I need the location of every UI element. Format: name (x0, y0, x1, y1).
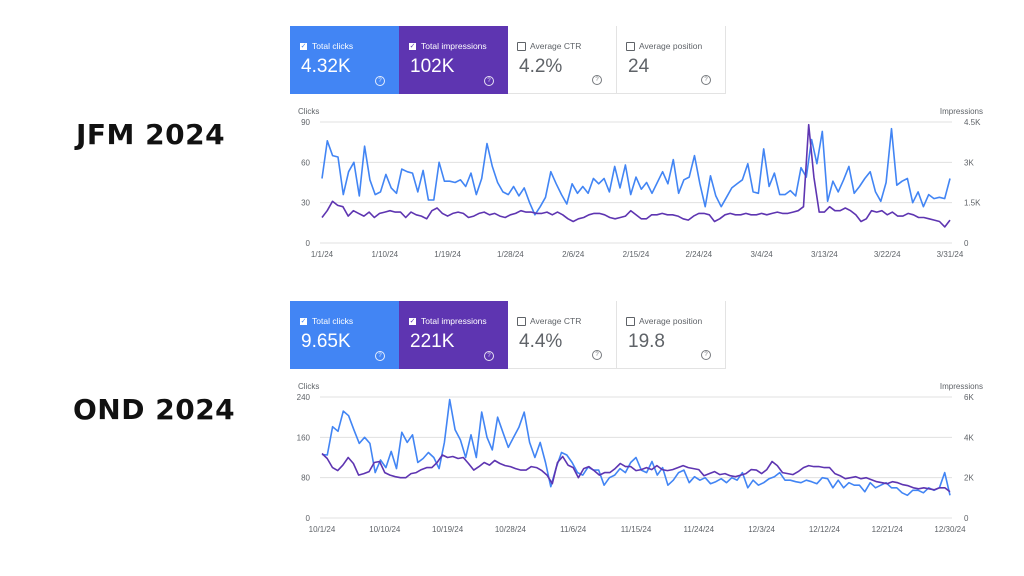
checkbox-empty-icon[interactable] (517, 316, 526, 326)
metric-cards: ✓ Total clicks 4.32K ? ✓ Total impressions… (290, 26, 726, 94)
x-tick-label: 10/1/24 (309, 525, 336, 534)
help-icon[interactable]: ? (484, 351, 494, 361)
metric-label: Total clicks (312, 316, 354, 326)
x-tick-label: 10/19/24 (432, 525, 464, 534)
impressions-series-line (321, 452, 951, 493)
x-tick-label: 3/31/24 (937, 250, 964, 259)
x-tick-label: 3/22/24 (874, 250, 901, 259)
left-tick-label: 80 (301, 474, 310, 483)
checkbox-checked-icon[interactable]: ✓ (408, 41, 417, 51)
x-tick-label: 3/4/24 (750, 250, 773, 259)
help-icon[interactable]: ? (592, 350, 602, 360)
checkbox-checked-icon[interactable]: ✓ (299, 316, 308, 326)
left-tick-label: 160 (297, 433, 311, 442)
x-tick-label: 1/10/24 (371, 250, 398, 259)
total-clicks-card[interactable]: ✓ Total clicks 9.65K ? (290, 301, 399, 369)
metric-value: 19.8 (628, 331, 665, 352)
x-tick-label: 10/10/24 (369, 525, 401, 534)
metric-value: 4.32K (301, 56, 351, 77)
period-label-jfm: JFM 2024 (76, 118, 226, 151)
search-performance-panel-ond: ✓ Total clicks 9.65K ? ✓ Total impressions… (290, 301, 989, 551)
metric-label: Average CTR (530, 316, 582, 326)
x-tick-label: 3/13/24 (811, 250, 838, 259)
x-tick-label: 1/19/24 (434, 250, 461, 259)
x-tick-label: 1/28/24 (497, 250, 524, 259)
checkbox-empty-icon[interactable] (626, 41, 635, 51)
right-tick-label: 4K (964, 433, 974, 442)
checkbox-checked-icon[interactable]: ✓ (408, 316, 417, 326)
average-ctr-card[interactable]: Average CTR 4.2% ? (508, 26, 617, 94)
help-icon[interactable]: ? (375, 351, 385, 361)
metric-value: 24 (628, 56, 650, 77)
right-tick-label: 3K (964, 158, 974, 167)
metric-label: Total clicks (312, 41, 354, 51)
metric-cards: ✓ Total clicks 9.65K ? ✓ Total impressions… (290, 301, 726, 369)
left-axis-title: Clicks (298, 107, 319, 116)
metric-value: 9.65K (301, 331, 351, 352)
period-label-ond: OND 2024 (73, 393, 236, 426)
metric-label: Average position (639, 316, 703, 326)
x-tick-label: 10/28/24 (495, 525, 527, 534)
x-tick-label: 1/1/24 (311, 250, 334, 259)
right-tick-label: 6K (964, 393, 974, 402)
x-tick-label: 11/15/24 (621, 525, 652, 534)
left-tick-label: 30 (301, 199, 310, 208)
metric-label: Average position (639, 41, 703, 51)
checkbox-empty-icon[interactable] (626, 316, 635, 326)
x-tick-label: 11/6/24 (560, 525, 587, 534)
left-tick-label: 90 (301, 118, 310, 127)
metric-label: Total impressions (421, 316, 487, 326)
performance-chart-ond: Clicks Impressions 240 6K 160 4K 80 2K 0 0 10/1/24… (297, 382, 983, 534)
x-tick-label: 12/21/24 (872, 525, 904, 534)
left-axis-title: Clicks (298, 382, 319, 391)
right-tick-label: 0 (964, 514, 969, 523)
x-tick-label: 12/12/24 (809, 525, 841, 534)
help-icon[interactable]: ? (701, 350, 711, 360)
left-tick-label: 0 (306, 239, 311, 248)
checkbox-checked-icon[interactable]: ✓ (299, 41, 308, 51)
search-performance-panel-jfm: ✓ Total clicks 4.32K ? ✓ Total impressions… (290, 26, 989, 276)
right-axis-title: Impressions (940, 382, 983, 391)
metric-value: 4.4% (519, 331, 563, 352)
x-tick-label: 2/24/24 (685, 250, 712, 259)
left-tick-label: 60 (301, 158, 310, 167)
checkbox-empty-icon[interactable] (517, 41, 526, 51)
help-icon[interactable]: ? (484, 76, 494, 86)
clicks-series-line (321, 398, 951, 497)
metric-value: 221K (410, 331, 455, 352)
right-tick-label: 1.5K (964, 199, 981, 208)
right-axis-title: Impressions (940, 107, 983, 116)
help-icon[interactable]: ? (701, 75, 711, 85)
metric-label: Total impressions (421, 41, 487, 51)
metric-value: 4.2% (519, 56, 563, 77)
x-tick-label: 12/30/24 (934, 525, 966, 534)
average-ctr-card[interactable]: Average CTR 4.4% ? (508, 301, 617, 369)
average-position-card[interactable]: Average position 19.8 ? (617, 301, 726, 369)
left-tick-label: 240 (297, 393, 311, 402)
x-tick-label: 2/15/24 (623, 250, 650, 259)
right-tick-label: 0 (964, 239, 969, 248)
help-icon[interactable]: ? (375, 76, 385, 86)
help-icon[interactable]: ? (592, 75, 602, 85)
metric-value: 102K (410, 56, 455, 77)
average-position-card[interactable]: Average position 24 ? (617, 26, 726, 94)
right-tick-label: 4.5K (964, 118, 981, 127)
x-tick-label: 11/24/24 (684, 525, 715, 534)
total-impressions-card[interactable]: ✓ Total impressions 102K ? (399, 26, 508, 94)
impressions-series-line (321, 123, 951, 228)
clicks-series-line (321, 127, 951, 216)
x-tick-label: 12/3/24 (748, 525, 775, 534)
total-impressions-card[interactable]: ✓ Total impressions 221K ? (399, 301, 508, 369)
x-tick-label: 2/6/24 (562, 250, 585, 259)
metric-label: Average CTR (530, 41, 582, 51)
right-tick-label: 2K (964, 474, 974, 483)
left-tick-label: 0 (306, 514, 311, 523)
total-clicks-card[interactable]: ✓ Total clicks 4.32K ? (290, 26, 399, 94)
